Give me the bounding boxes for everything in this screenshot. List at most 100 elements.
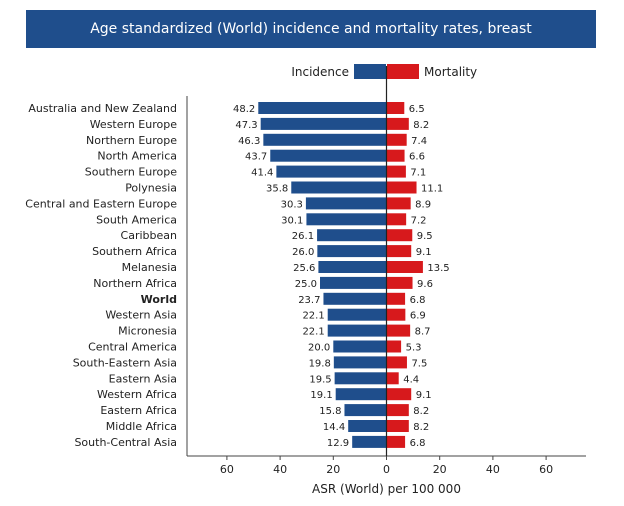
bar-mortality bbox=[387, 213, 407, 226]
category-label: Micronesia bbox=[118, 325, 177, 338]
chart-title: Age standardized (World) incidence and m… bbox=[26, 10, 596, 48]
data-label-mortality: 6.6 bbox=[409, 152, 425, 163]
bar-incidence bbox=[320, 276, 387, 289]
data-label-mortality: 6.9 bbox=[410, 311, 426, 322]
bar-incidence bbox=[352, 435, 387, 448]
data-label-incidence: 26.1 bbox=[292, 231, 314, 242]
category-label: Northern Europe bbox=[86, 134, 177, 147]
x-tick-label: 40 bbox=[273, 463, 287, 476]
data-label-incidence: 30.3 bbox=[281, 199, 303, 210]
category-label: North America bbox=[97, 150, 177, 163]
bar-incidence bbox=[323, 292, 387, 305]
legend-swatch-mortality bbox=[387, 64, 419, 79]
data-label-incidence: 22.1 bbox=[302, 311, 324, 322]
bar-mortality bbox=[387, 404, 409, 417]
bar-mortality bbox=[387, 133, 407, 146]
data-label-mortality: 9.5 bbox=[417, 231, 433, 242]
bar-mortality bbox=[387, 276, 413, 289]
data-label-mortality: 8.2 bbox=[413, 422, 429, 433]
bar-incidence bbox=[263, 133, 387, 146]
x-tick-label: 20 bbox=[326, 463, 340, 476]
bar-incidence bbox=[334, 372, 387, 385]
bar-incidence bbox=[317, 245, 387, 258]
bar-mortality bbox=[387, 372, 399, 385]
bar-mortality bbox=[387, 308, 406, 321]
data-label-mortality: 9.6 bbox=[417, 279, 433, 290]
x-tick-label: 20 bbox=[433, 463, 447, 476]
data-label-mortality: 9.1 bbox=[416, 247, 432, 258]
category-label: Eastern Asia bbox=[109, 372, 177, 385]
bar-mortality bbox=[387, 261, 423, 273]
x-tick-label: 40 bbox=[486, 463, 500, 476]
category-label: Eastern Africa bbox=[100, 404, 177, 417]
bar-mortality bbox=[387, 356, 407, 369]
data-label-mortality: 7.4 bbox=[411, 136, 427, 147]
data-label-mortality: 5.3 bbox=[406, 343, 422, 354]
x-tick-label: 0 bbox=[383, 463, 390, 476]
data-label-mortality: 4.4 bbox=[403, 374, 419, 385]
bar-mortality bbox=[387, 197, 411, 210]
data-label-incidence: 35.8 bbox=[266, 184, 288, 195]
bar-incidence bbox=[258, 102, 387, 114]
bar-incidence bbox=[335, 388, 387, 401]
data-label-mortality: 8.9 bbox=[415, 199, 431, 210]
category-label: Western Africa bbox=[97, 388, 177, 401]
category-label: Western Asia bbox=[105, 309, 177, 322]
bar-mortality bbox=[387, 388, 412, 401]
bar-incidence bbox=[318, 261, 387, 273]
data-label-incidence: 46.3 bbox=[238, 136, 260, 147]
data-label-incidence: 20.0 bbox=[308, 343, 330, 354]
data-label-mortality: 9.1 bbox=[416, 390, 432, 401]
data-label-mortality: 7.1 bbox=[410, 168, 426, 179]
bar-mortality bbox=[387, 292, 406, 305]
bar-incidence bbox=[276, 165, 387, 178]
bar-incidence bbox=[270, 149, 387, 162]
category-label: South America bbox=[96, 213, 177, 226]
data-label-incidence: 23.7 bbox=[298, 295, 320, 306]
bar-mortality bbox=[387, 181, 417, 194]
bar-mortality bbox=[387, 324, 411, 337]
bar-incidence bbox=[333, 340, 387, 353]
data-label-incidence: 48.2 bbox=[233, 104, 255, 115]
legend-label-incidence: Incidence bbox=[291, 65, 349, 79]
category-label: Caribbean bbox=[121, 229, 177, 242]
category-label: Central America bbox=[88, 341, 177, 354]
category-label: South-Eastern Asia bbox=[73, 356, 177, 369]
data-label-incidence: 12.9 bbox=[327, 438, 349, 449]
bar-incidence bbox=[333, 356, 387, 369]
data-label-incidence: 19.8 bbox=[309, 358, 331, 369]
data-label-incidence: 25.0 bbox=[295, 279, 317, 290]
data-label-incidence: 22.1 bbox=[302, 327, 324, 338]
bar-mortality bbox=[387, 340, 402, 353]
data-label-incidence: 19.5 bbox=[309, 374, 331, 385]
bar-incidence bbox=[327, 324, 387, 337]
data-label-incidence: 15.8 bbox=[319, 406, 341, 417]
legend-label-mortality: Mortality bbox=[424, 65, 477, 79]
category-label: Southern Europe bbox=[85, 166, 177, 179]
data-label-mortality: 7.2 bbox=[411, 215, 427, 226]
bar-mortality bbox=[387, 229, 413, 242]
category-label: Central and Eastern Europe bbox=[25, 197, 177, 210]
data-label-incidence: 41.4 bbox=[251, 168, 273, 179]
category-label: Australia and New Zealand bbox=[28, 102, 177, 115]
category-label: Polynesia bbox=[125, 182, 177, 195]
data-label-mortality: 8.7 bbox=[415, 327, 431, 338]
legend-swatch-incidence bbox=[354, 64, 386, 79]
bar-incidence bbox=[348, 420, 387, 432]
bar-incidence bbox=[305, 197, 387, 210]
data-label-mortality: 11.1 bbox=[421, 184, 443, 195]
bar-mortality bbox=[387, 435, 406, 448]
bar-mortality bbox=[387, 165, 406, 178]
bar-mortality bbox=[387, 149, 405, 162]
bar-mortality bbox=[387, 420, 409, 432]
bar-mortality bbox=[387, 117, 409, 130]
bar-incidence bbox=[344, 404, 387, 417]
bar-incidence bbox=[327, 308, 387, 321]
category-label: Western Europe bbox=[90, 118, 178, 131]
bar-mortality bbox=[387, 245, 412, 258]
x-tick-label: 60 bbox=[220, 463, 234, 476]
category-label: Melanesia bbox=[122, 261, 177, 274]
bar-incidence bbox=[306, 213, 387, 226]
data-label-incidence: 43.7 bbox=[245, 152, 267, 163]
